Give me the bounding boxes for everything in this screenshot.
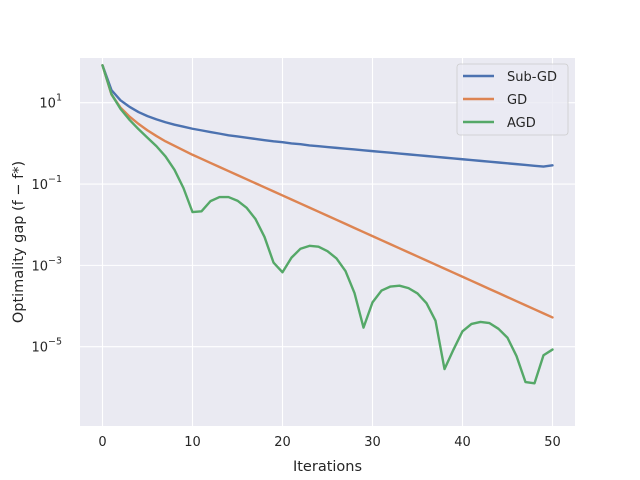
legend-label-gd: GD	[507, 93, 527, 108]
x-tick-label: 20	[274, 435, 291, 450]
x-axis-label: Iterations	[293, 459, 362, 475]
legend-label-agd: AGD	[507, 116, 536, 131]
legend-box	[456, 63, 569, 136]
series-line-gd	[101, 64, 554, 319]
x-tick-label: 0	[98, 435, 106, 450]
x-tick-label: 50	[544, 435, 561, 450]
y-tick-labels: 101 10−1 10−3 10−5	[31, 93, 62, 356]
y-axis-label: Optimality gap (f − f*)	[11, 161, 27, 323]
x-tick-label: 10	[184, 435, 201, 450]
legend: Sub-GD GD AGD	[456, 63, 569, 136]
y-tick-label: 101	[39, 93, 62, 112]
y-tick-label: 10−3	[31, 255, 62, 274]
series-lines	[101, 64, 554, 385]
x-tick-label: 30	[364, 435, 381, 450]
x-tick-label: 40	[454, 435, 471, 450]
x-tick-labels: 0 10 20 30 40 50	[98, 435, 560, 450]
y-tick-label: 10−1	[31, 174, 62, 193]
y-tick-label: 10−5	[31, 337, 62, 356]
series-line-sub-gd	[101, 64, 554, 168]
legend-label-sub-gd: Sub-GD	[507, 70, 557, 85]
series-line-agd	[101, 64, 554, 385]
